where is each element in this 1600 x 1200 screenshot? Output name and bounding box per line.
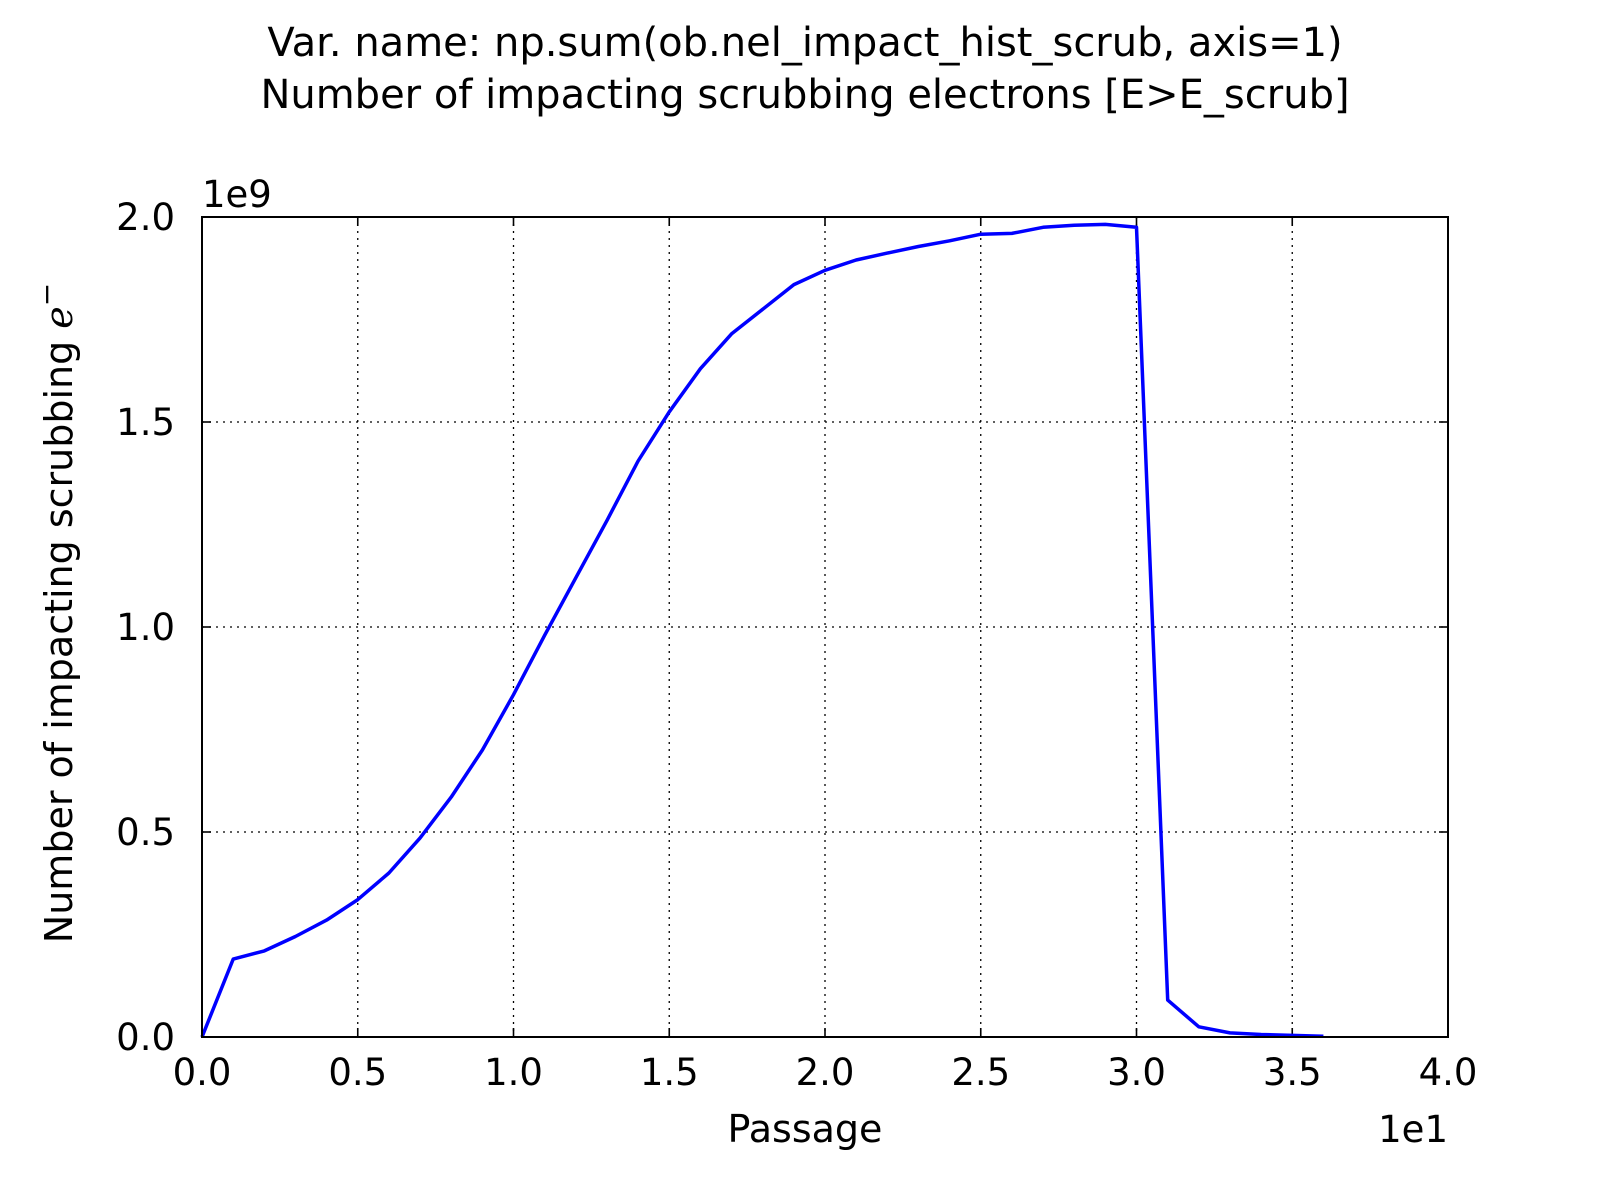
x-tick-label: 2.5 (951, 1051, 1010, 1094)
x-axis-label: Passage (728, 1107, 883, 1151)
grid-lines (201, 216, 1449, 1038)
y-tick-label: 2.0 (116, 196, 175, 239)
x-tick-label: 1.0 (484, 1051, 543, 1094)
x-tick-label: 0.0 (173, 1051, 232, 1094)
chart-title-line-1: Var. name: np.sum(ob.nel_impact_hist_scr… (267, 20, 1342, 66)
y-tick-label: 1.5 (116, 401, 175, 444)
chart-title-line-2: Number of impacting scrubbing electrons … (260, 72, 1349, 118)
x-offset-label: 1e1 (1378, 1108, 1448, 1151)
series-line (200, 222, 1324, 1038)
y-tick-label: 1.0 (116, 606, 175, 649)
x-tick-label: 4.0 (1419, 1051, 1478, 1094)
y-axis-label-superscript: − (30, 283, 63, 306)
y-axis-label: Number of impacting scrubbing e− (30, 283, 81, 943)
x-tick-label: 0.5 (328, 1051, 387, 1094)
y-offset-label: 1e9 (202, 173, 272, 216)
x-tick-label: 1.5 (640, 1051, 699, 1094)
y-tick-labels: 0.0 0.5 1.0 1.5 2.0 (116, 196, 175, 1059)
x-tick-label: 3.0 (1107, 1051, 1166, 1094)
plot-frame (201, 216, 1449, 1038)
y-tick-label: 0.0 (116, 1016, 175, 1059)
y-axis-label-symbol: e (37, 306, 81, 329)
y-axis-label-text: Number of impacting scrubbing (37, 341, 81, 943)
x-tick-labels: 0.0 0.5 1.0 1.5 2.0 2.5 3.0 3.5 4.0 (173, 1051, 1478, 1094)
y-tick-label: 0.5 (116, 811, 175, 854)
x-tick-label: 3.5 (1263, 1051, 1322, 1094)
x-tick-label: 2.0 (796, 1051, 855, 1094)
